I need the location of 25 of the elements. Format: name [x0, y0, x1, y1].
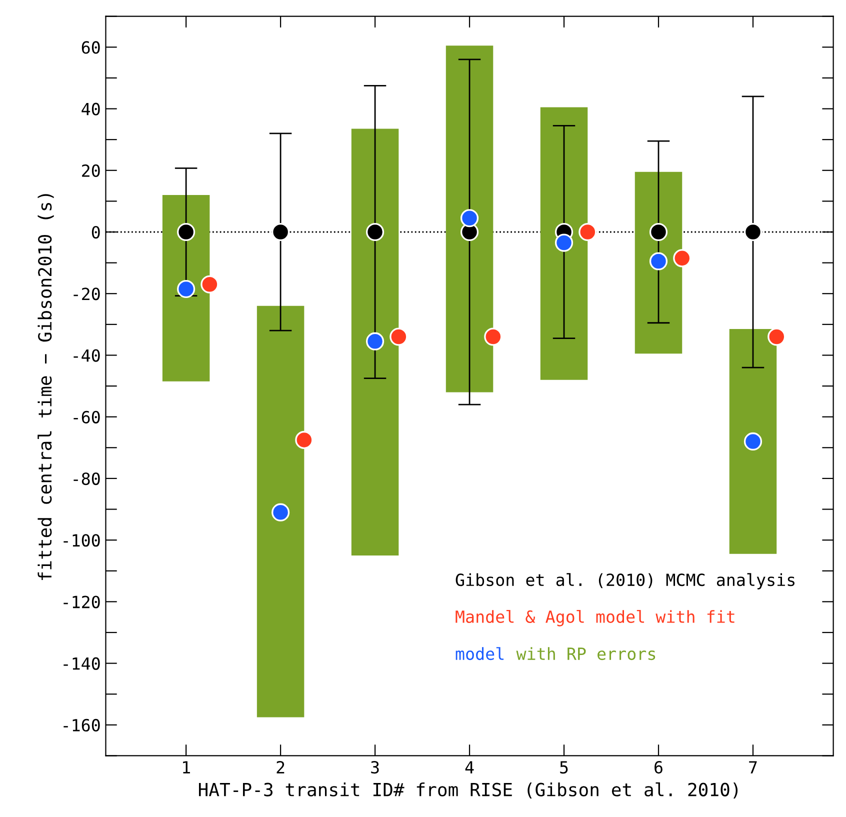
y-tick-label: 0 [92, 226, 100, 239]
y-tick-label: -80 [74, 472, 100, 486]
text: with RP errors [516, 647, 656, 660]
x-tick-label: 1 [183, 761, 190, 774]
x-tick-label: 3 [371, 760, 379, 774]
y-tick-label: -40 [74, 349, 100, 362]
x-tick-label: 6 [654, 760, 662, 774]
y-tick-label: 60 [82, 41, 100, 54]
y-tick-label: -160 [64, 718, 100, 732]
y-tick-label: -120 [64, 596, 100, 608]
x-tick-label: 7 [749, 761, 757, 774]
text: Mandel & Agol model with fit [456, 610, 734, 626]
y-axis-title: fitted central time − Gibson2010 (s) [38, 194, 54, 580]
text: model [456, 647, 504, 660]
y-tick-label: 40 [82, 102, 100, 116]
x-tick-label: 2 [276, 760, 284, 774]
y-tick-label: -100 [64, 534, 100, 547]
y-tick-label: -140 [64, 657, 100, 670]
x-axis-title: HAT-P-3 transit ID# from RISE (Gibson et al. 2010) [198, 782, 738, 799]
x-tick-label: 4 [465, 761, 474, 774]
legend-label: Gibson et al. (2010) MCMC analysis [456, 573, 794, 590]
x-tick-label: 5 [560, 761, 568, 774]
y-tick-label: -20 [74, 288, 100, 300]
y-tick-label: -60 [74, 410, 100, 424]
y-tick-label: 20 [82, 164, 100, 177]
